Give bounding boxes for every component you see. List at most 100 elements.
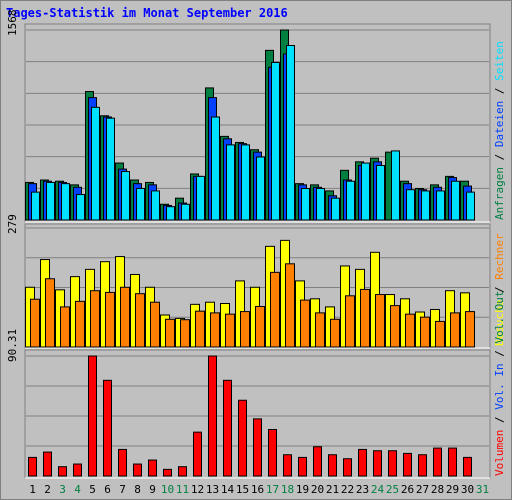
bar-seiten-day-8 bbox=[136, 187, 145, 221]
legend-item-vol_out: Vol. Out bbox=[493, 291, 506, 344]
bar-rechner-day-1 bbox=[30, 298, 40, 348]
bar-seiten-day-13 bbox=[211, 116, 220, 221]
legend-item-vol_in: Vol. In bbox=[493, 363, 506, 409]
bar-volumen-day-25 bbox=[388, 450, 397, 477]
bar-volumen-day-12 bbox=[193, 431, 202, 477]
bar-volumen-day-15 bbox=[238, 399, 247, 477]
day-label-22: 22 bbox=[341, 483, 354, 496]
bar-rechner-day-26 bbox=[405, 313, 415, 348]
bar-rechner-day-7 bbox=[120, 286, 130, 348]
legend-middle: Besuche / Rechner bbox=[493, 233, 506, 346]
day-label-28: 28 bbox=[431, 483, 444, 496]
day-label-1: 1 bbox=[29, 483, 36, 496]
bar-volumen-day-26 bbox=[403, 452, 412, 477]
bar-seiten-day-20 bbox=[316, 187, 325, 221]
legend-item-rechner: Rechner bbox=[493, 233, 506, 280]
day-label-2: 2 bbox=[44, 483, 51, 496]
bar-volumen-day-5 bbox=[88, 355, 97, 477]
bar-volumen-day-17 bbox=[268, 428, 277, 477]
bar-seiten-day-11 bbox=[181, 203, 190, 221]
bar-seiten-day-18 bbox=[286, 45, 295, 221]
day-label-6: 6 bbox=[104, 483, 111, 496]
bar-seiten-day-4 bbox=[76, 194, 85, 221]
day-label-16: 16 bbox=[251, 483, 264, 496]
bar-rechner-day-3 bbox=[60, 306, 70, 348]
day-label-5: 5 bbox=[89, 483, 96, 496]
bar-volumen-day-22 bbox=[343, 458, 352, 477]
legend-item-volumen: Volumen bbox=[493, 430, 506, 476]
bar-seiten-day-30 bbox=[466, 191, 475, 221]
legend-separator: / bbox=[493, 81, 506, 101]
bar-seiten-day-23 bbox=[361, 162, 370, 221]
day-label-25: 25 bbox=[386, 483, 399, 496]
legend-item-dateien: Dateien bbox=[493, 101, 506, 147]
bar-volumen-day-21 bbox=[328, 454, 337, 477]
bar-seiten-day-26 bbox=[406, 189, 415, 221]
bar-rechner-day-21 bbox=[330, 318, 340, 348]
bar-volumen-day-16 bbox=[253, 418, 262, 477]
bar-volumen-day-14 bbox=[223, 379, 232, 477]
day-label-17: 17 bbox=[266, 483, 279, 496]
day-label-9: 9 bbox=[149, 483, 156, 496]
bar-rechner-day-2 bbox=[45, 278, 55, 348]
bar-rechner-day-19 bbox=[300, 299, 310, 348]
bar-volumen-day-18 bbox=[283, 454, 292, 477]
bar-seiten-day-16 bbox=[256, 156, 265, 221]
legend-separator: / bbox=[493, 344, 506, 364]
bar-rechner-day-4 bbox=[75, 300, 85, 348]
bar-rechner-day-15 bbox=[240, 311, 250, 348]
bar-seiten-day-7 bbox=[121, 171, 130, 221]
bar-seiten-day-2 bbox=[46, 181, 55, 221]
bar-seiten-day-22 bbox=[346, 180, 355, 221]
day-label-29: 29 bbox=[446, 483, 459, 496]
bar-seiten-day-3 bbox=[61, 183, 70, 221]
bar-rechner-day-6 bbox=[105, 291, 115, 348]
bar-volumen-day-2 bbox=[43, 451, 52, 477]
day-label-31: 31 bbox=[476, 483, 489, 496]
panel-max-label: 1568 bbox=[6, 10, 19, 37]
day-label-8: 8 bbox=[134, 483, 141, 496]
bar-seiten-day-19 bbox=[301, 187, 310, 221]
bar-volumen-day-6 bbox=[103, 379, 112, 477]
day-label-26: 26 bbox=[401, 483, 414, 496]
bar-volumen-day-1 bbox=[28, 456, 37, 477]
day-label-18: 18 bbox=[281, 483, 294, 496]
bar-seiten-day-24 bbox=[376, 164, 385, 221]
bar-volumen-day-13 bbox=[208, 355, 217, 477]
bar-seiten-day-14 bbox=[226, 144, 235, 221]
bar-rechner-day-22 bbox=[345, 295, 355, 348]
bar-volumen-day-3 bbox=[58, 466, 67, 477]
bar-volumen-day-10 bbox=[163, 468, 172, 477]
bar-seiten-day-21 bbox=[331, 197, 340, 221]
bar-volumen-day-19 bbox=[298, 456, 307, 477]
bar-volumen-day-9 bbox=[148, 459, 157, 477]
bar-seiten-day-29 bbox=[451, 180, 460, 221]
bar-volumen-day-7 bbox=[118, 448, 127, 477]
day-label-19: 19 bbox=[296, 483, 309, 496]
bar-volumen-day-30 bbox=[463, 456, 472, 477]
bar-seiten-day-17 bbox=[271, 61, 280, 221]
legend-separator: / bbox=[493, 410, 506, 430]
day-label-12: 12 bbox=[191, 483, 204, 496]
day-label-11: 11 bbox=[176, 483, 189, 496]
bar-seiten-day-27 bbox=[421, 190, 430, 221]
legend-item-seiten: Seiten bbox=[493, 41, 506, 81]
bar-rechner-day-12 bbox=[195, 310, 205, 348]
page-title: Tages-Statistik im Monat September 2016 bbox=[6, 6, 288, 20]
bar-rechner-day-28 bbox=[435, 320, 445, 348]
bar-volumen-day-27 bbox=[418, 454, 427, 477]
bar-rechner-day-16 bbox=[255, 305, 265, 348]
bar-seiten-day-6 bbox=[106, 117, 115, 221]
bar-seiten-day-12 bbox=[196, 175, 205, 221]
bar-rechner-day-30 bbox=[465, 311, 475, 348]
bar-rechner-day-14 bbox=[225, 313, 235, 348]
bar-seiten-day-9 bbox=[151, 190, 160, 221]
legend-item-besuche: Besuche bbox=[493, 300, 506, 346]
bar-seiten-day-1 bbox=[31, 191, 40, 221]
bar-rechner-day-8 bbox=[135, 293, 145, 348]
bar-rechner-day-13 bbox=[210, 312, 220, 348]
bar-rechner-day-11 bbox=[180, 319, 190, 348]
bar-rechner-day-18 bbox=[285, 263, 295, 348]
legend-bottom: Volumen / Vol. In / Vol. Out bbox=[493, 291, 506, 476]
